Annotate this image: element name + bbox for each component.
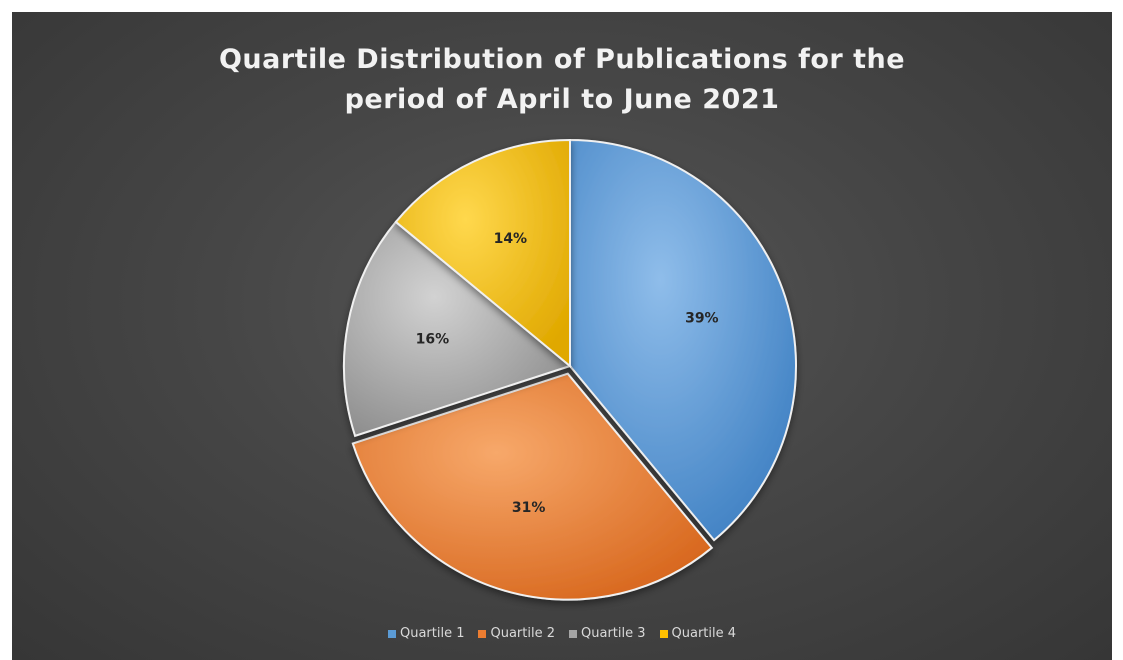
data-label-quartile-4: 14% (494, 231, 528, 247)
chart-title-line-1: Quartile Distribution of Publications fo… (218, 44, 906, 75)
pie-slice-quartile-4 (394, 138, 571, 369)
legend-swatch-quartile-1 (387, 629, 396, 638)
legend-label-quartile-3: Quartile 3 (581, 626, 646, 641)
data-label-quartile-2: 31% (512, 500, 546, 516)
pie-slices (343, 138, 797, 601)
chart-title-line-2: period of April to June 2021 (344, 84, 780, 115)
legend-swatch-quartile-2 (478, 629, 487, 638)
legend-item-quartile-3: Quartile 3 (569, 626, 646, 641)
data-label-quartile-3: 16% (416, 332, 450, 348)
legend-item-quartile-4: Quartile 4 (659, 626, 737, 641)
chart-title: Quartile Distribution of Publications fo… (12, 40, 1112, 120)
legend-label-quartile-2: Quartile 2 (490, 626, 555, 641)
chart-area: Quartile Distribution of Publications fo… (12, 12, 1112, 660)
legend-item-quartile-1: Quartile 1 (387, 626, 465, 641)
data-label-quartile-1: 39% (685, 311, 719, 327)
legend-item-quartile-2: Quartile 2 (478, 626, 555, 641)
pie-data-labels: 39% 31% 16% 14% (416, 231, 719, 516)
pie-chart: 39% 31% 16% 14% (343, 138, 797, 601)
legend-swatch-quartile-4 (659, 629, 668, 638)
legend-swatch-quartile-3 (569, 629, 577, 638)
pie-slice-quartile-1 (569, 138, 797, 542)
legend-label-quartile-4: Quartile 4 (671, 626, 737, 641)
pie-slice-quartile-2 (351, 372, 714, 601)
legend: Quartile 1 Quartile 2 Quartile 3 Quartil… (12, 626, 1112, 641)
legend-label-quartile-1: Quartile 1 (399, 626, 465, 641)
pie-slice-quartile-3 (343, 220, 573, 438)
